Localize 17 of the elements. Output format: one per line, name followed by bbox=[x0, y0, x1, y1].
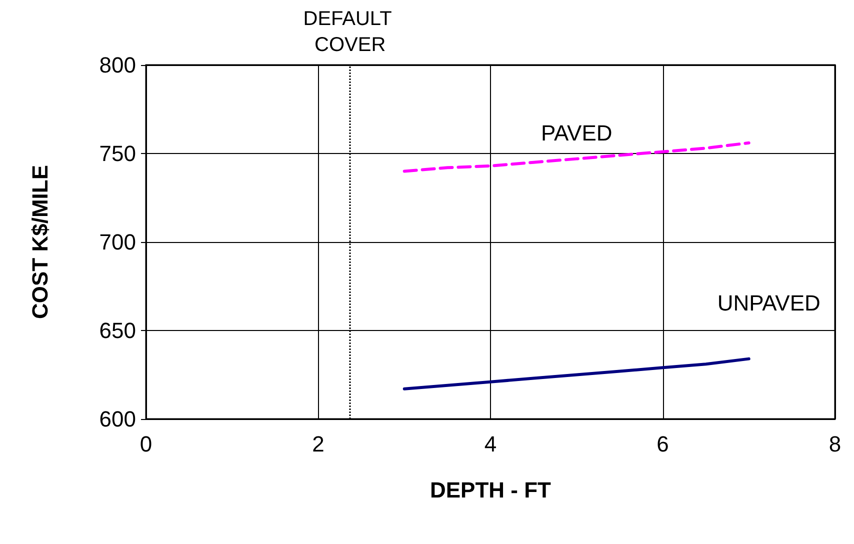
y-axis-title: COST K$/MILE bbox=[28, 164, 52, 320]
ref-line-label: DEFAULT COVER bbox=[303, 8, 397, 56]
series-label: PAVED bbox=[540, 120, 612, 146]
x-tick-label: 0 bbox=[140, 432, 152, 456]
x-axis-title: DEPTH - FT bbox=[430, 478, 552, 502]
x-tick-label: 4 bbox=[484, 432, 497, 456]
y-tick-label: 600 bbox=[99, 406, 136, 432]
x-tick-label: 2 bbox=[312, 432, 324, 456]
y-tick-label: 650 bbox=[99, 318, 136, 343]
line-series bbox=[402, 141, 750, 173]
y-tick-label: 800 bbox=[99, 52, 136, 78]
x-tick-label: 6 bbox=[656, 432, 669, 456]
x-tick-label: 8 bbox=[828, 432, 842, 456]
line-series bbox=[402, 357, 750, 390]
y-tick-label: 750 bbox=[99, 141, 136, 166]
y-tick-label: 700 bbox=[99, 230, 136, 254]
text: UNPAVED bbox=[717, 290, 820, 316]
